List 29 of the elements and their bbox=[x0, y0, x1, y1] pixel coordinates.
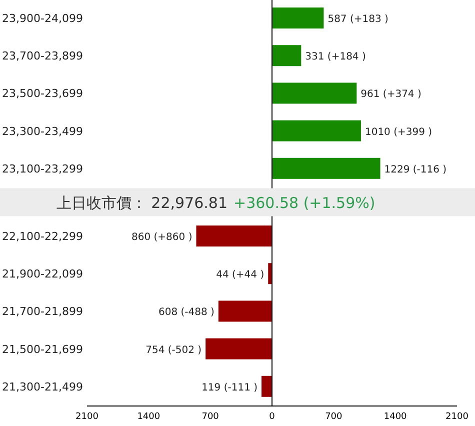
y-tick-label: 23,300-23,499 bbox=[2, 124, 83, 138]
x-tick-label: 2100 bbox=[446, 412, 469, 422]
y-tick-label: 23,700-23,899 bbox=[2, 50, 83, 63]
data-label: 754 (-502 ) bbox=[146, 344, 202, 356]
x-tick-label: 700 bbox=[202, 412, 220, 422]
data-label: 961 (+374 ) bbox=[360, 89, 422, 100]
data-label: 608 (-488 ) bbox=[158, 307, 215, 318]
data-label: 44 (+44 ) bbox=[216, 270, 264, 281]
x-tick-label: 0 bbox=[269, 412, 276, 422]
y-tick-label: 21,900-22,099 bbox=[2, 268, 83, 281]
y-tick-label: 21,700-21,899 bbox=[2, 305, 83, 318]
data-label: 119 (-111 ) bbox=[202, 382, 258, 394]
x-tick-label: 1400 bbox=[137, 412, 160, 422]
x-tick-label: 2100 bbox=[76, 412, 99, 422]
data-label: 587 (+183 ) bbox=[328, 14, 389, 25]
y-tick-label: 21,500-21,699 bbox=[2, 342, 83, 356]
data-label: 1229 (-116 ) bbox=[384, 164, 447, 176]
y-tick-label: 23,100-23,299 bbox=[2, 162, 83, 176]
y-tick-label: 22,100-22,299 bbox=[2, 230, 83, 243]
annotation: +360.58 (+1.59%) bbox=[234, 194, 376, 212]
x-tick-label: 700 bbox=[325, 412, 343, 422]
data-label: 331 (+184 ) bbox=[305, 52, 366, 63]
y-tick-label: 23,900-24,099 bbox=[2, 12, 83, 25]
x-tick-label: 1400 bbox=[384, 412, 408, 422]
y-tick-label: 21,300-21,499 bbox=[2, 380, 83, 394]
annotation: 上日收市價： 22,976.81 bbox=[56, 194, 228, 212]
y-tick-label: 23,500-23,699 bbox=[2, 87, 83, 100]
data-label: 860 (+860 ) bbox=[132, 232, 192, 243]
data-label: 1010 (+399 ) bbox=[364, 126, 432, 138]
